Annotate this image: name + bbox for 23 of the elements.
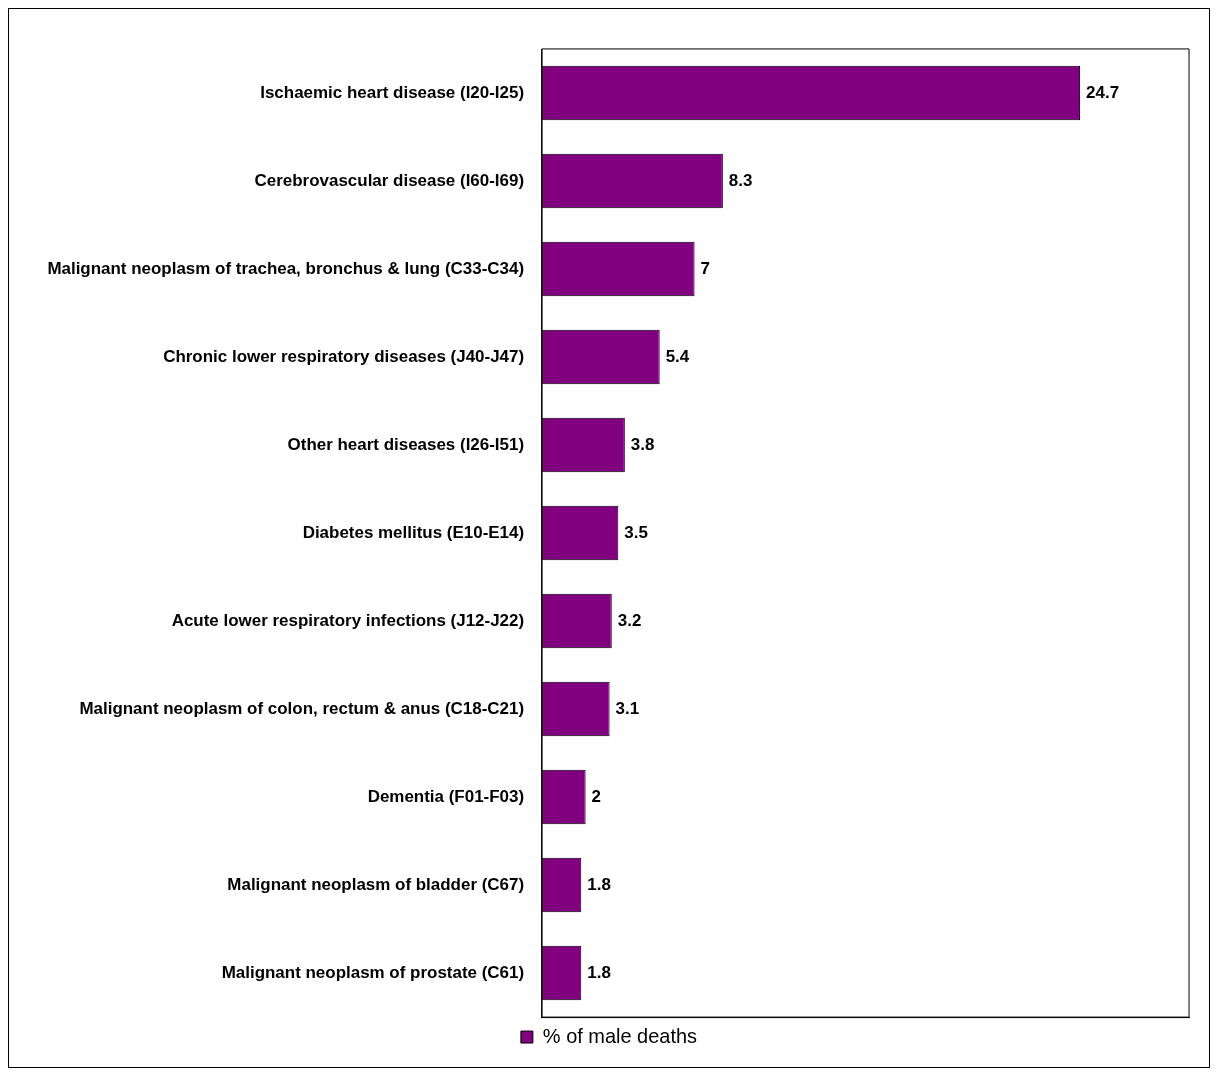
legend-label: % of male deaths — [542, 1024, 698, 1047]
y-tick-label: Dementia (F01-F03) — [367, 786, 525, 806]
data-label: 2 — [591, 786, 602, 806]
y-tick-label: Malignant neoplasm of prostate (C61) — [221, 962, 525, 982]
y-tick-label: Chronic lower respiratory diseases (J40-J47) — [163, 346, 525, 366]
y-tick-label: Acute lower respiratory infections (J12-J22) — [171, 610, 525, 630]
data-label: 1.8 — [587, 962, 611, 982]
y-tick-label: Diabetes mellitus (E10-E14) — [302, 522, 525, 542]
data-label: 3.1 — [615, 698, 640, 718]
data-label: 3.2 — [617, 610, 642, 630]
data-label: 3.8 — [630, 434, 655, 454]
y-tick-label: Other heart diseases (I26-I51) — [287, 434, 525, 454]
y-tick-label: Malignant neoplasm of trachea, bronchus & lung (C33-C34) — [47, 258, 525, 278]
data-label: 7 — [700, 258, 710, 278]
y-tick-label: Cerebrovascular disease (I60-I69) — [254, 170, 525, 190]
data-label: 1.8 — [587, 874, 611, 894]
data-label: 5.4 — [665, 346, 690, 366]
data-label: 3.5 — [624, 522, 648, 542]
y-tick-label: Malignant neoplasm of colon, rectum & anus (C18-C21) — [79, 698, 525, 718]
data-label: 24.7 — [1086, 82, 1120, 102]
data-label: 8.3 — [728, 170, 753, 190]
y-tick-label: Ischaemic heart disease (I20-I25) — [260, 82, 525, 102]
y-tick-label: Malignant neoplasm of bladder (C67) — [227, 874, 525, 894]
